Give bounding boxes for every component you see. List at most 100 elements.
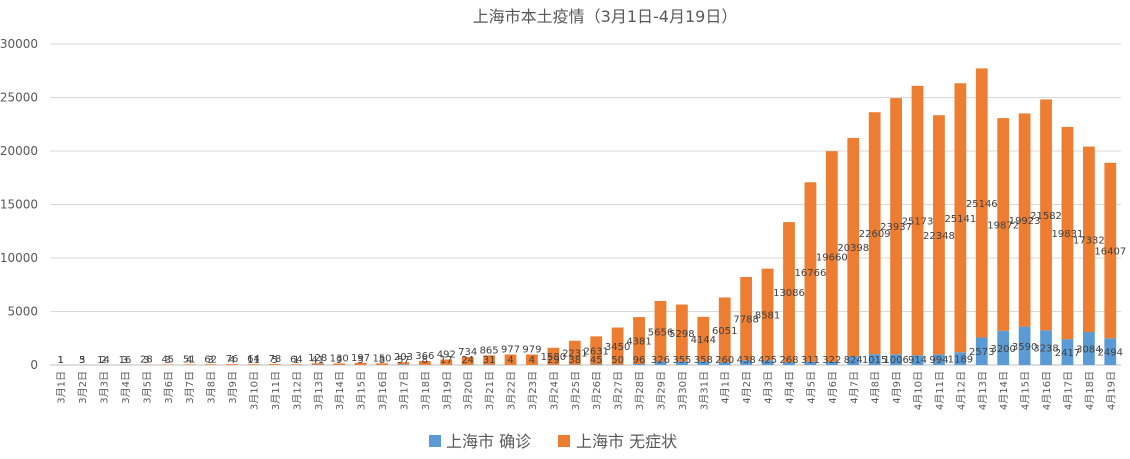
bar-confirmed [611,364,624,365]
y-tick-label: 0 [30,358,38,372]
bar-asymptomatic [718,297,731,363]
x-tick-label: 3月17日 [398,371,410,410]
data-label-confirmed: 4 [229,355,235,366]
x-tick-label: 4月4日 [784,371,796,404]
data-label-confirmed: 260 [715,355,734,366]
data-label-confirmed: 45 [590,355,603,366]
x-tick-label: 3月6日 [163,371,175,404]
data-label-asymptomatic: 22348 [923,231,955,242]
data-label-confirmed: 311 [801,355,820,366]
data-label-confirmed: 358 [694,355,713,366]
data-label-confirmed: 1015 [862,355,887,366]
bar-asymptomatic [654,300,667,362]
x-tick-label: 4月7日 [848,371,860,404]
gridlines [50,43,1121,366]
bar-confirmed [847,356,860,365]
x-tick-label: 4月3日 [763,371,775,404]
data-label-confirmed: 4 [186,355,192,366]
data-label-asymptomatic: 21582 [1030,211,1062,222]
data-label-asymptomatic: 51 [183,354,196,365]
bar-confirmed [761,360,774,365]
data-label-asymptomatic: 16407 [1094,247,1126,258]
chart-title: 上海市本土疫情（3月1日-4月19日） [473,7,738,26]
bars [54,68,1117,365]
data-label-asymptomatic: 45 [161,354,174,365]
bar-asymptomatic [1104,162,1117,339]
bar-asymptomatic [397,362,410,365]
x-tick-label: 3月20日 [463,371,475,410]
bar-asymptomatic [290,364,303,365]
bar-asymptomatic [890,98,902,355]
data-label-confirmed: 5 [357,355,363,366]
data-label-confirmed: 914 [908,355,927,366]
x-tick-label: 3月8日 [206,371,218,404]
y-tick-label: 10000 [0,251,38,265]
bar-asymptomatic [975,68,988,338]
data-label-confirmed: 8 [379,355,385,366]
bar-confirmed [997,330,1010,365]
y-tick-label: 25000 [0,91,38,105]
x-tick-label: 3月7日 [184,371,196,404]
x-tick-label: 4月2日 [741,371,753,404]
data-label-asymptomatic: 19660 [816,252,848,263]
bar-confirmed [654,361,667,365]
bar-asymptomatic [590,336,603,365]
bar-confirmed [825,361,838,365]
data-label-confirmed: 41 [311,355,324,366]
data-label-confirmed: 2 [100,355,106,366]
data-label-asymptomatic: 366 [415,351,434,362]
data-label-asymptomatic: 13086 [773,288,805,299]
bar-asymptomatic [933,115,945,355]
data-label-confirmed: 3590 [1012,342,1037,353]
data-label-confirmed: 3084 [1076,345,1101,356]
bar-asymptomatic [226,364,238,365]
bar-asymptomatic [568,340,581,365]
data-label-confirmed: 96 [633,355,646,366]
x-tick-label: 3月22日 [506,371,518,410]
data-label-asymptomatic: 130 [330,354,349,365]
data-label-asymptomatic: 977 [501,345,520,356]
bar-asymptomatic [311,363,324,365]
data-label-asymptomatic: 62 [204,354,217,365]
x-tick-label: 4月19日 [1105,371,1117,410]
data-label-confirmed: 3238 [1033,344,1058,355]
data-label-confirmed: 1189 [948,355,973,366]
legend-swatch-asymptomatic [558,435,570,447]
bar-asymptomatic [269,364,281,365]
x-tick-label: 4月9日 [891,371,903,404]
data-label-asymptomatic: 64 [247,354,260,365]
data-label-confirmed: 5 [272,355,278,366]
x-tick-label: 4月13日 [977,371,989,410]
data-label-asymptomatic: 197 [351,353,370,364]
bar-asymptomatic [354,362,367,365]
bar-asymptomatic [740,276,753,361]
bar-confirmed [933,354,945,365]
bar-asymptomatic [997,118,1010,331]
bar-confirmed [697,361,710,365]
bar-asymptomatic [333,363,346,365]
x-tick-label: 4月8日 [870,371,882,404]
data-label-asymptomatic: 19923 [1009,216,1041,227]
bar-asymptomatic [418,360,431,365]
bar-confirmed [740,360,753,365]
data-label-confirmed: 17 [440,355,453,366]
y-tick-label: 20000 [0,144,38,158]
x-tick-label: 3月24日 [548,371,560,410]
x-tick-label: 3月21日 [484,371,496,410]
data-label-confirmed: 8 [422,355,428,366]
data-label-asymptomatic: 6051 [712,326,737,337]
data-label-confirmed: 994 [929,355,948,366]
data-label-confirmed: 438 [737,355,756,366]
x-tick-label: 3月2日 [77,371,89,404]
data-label-asymptomatic: 979 [522,344,541,355]
x-tick-label: 4月11日 [934,371,946,410]
bar-confirmed [1018,326,1031,365]
data-label-confirmed: 2573 [969,347,994,358]
data-label-asymptomatic: 25141 [944,214,976,225]
data-label-asymptomatic: 19831 [1052,229,1084,240]
x-tick-label: 3月26日 [591,371,603,410]
data-label-confirmed: 3 [143,355,149,366]
data-label-confirmed: 3200 [990,344,1015,355]
legend-label-confirmed: 上海市 确诊 [446,432,531,451]
